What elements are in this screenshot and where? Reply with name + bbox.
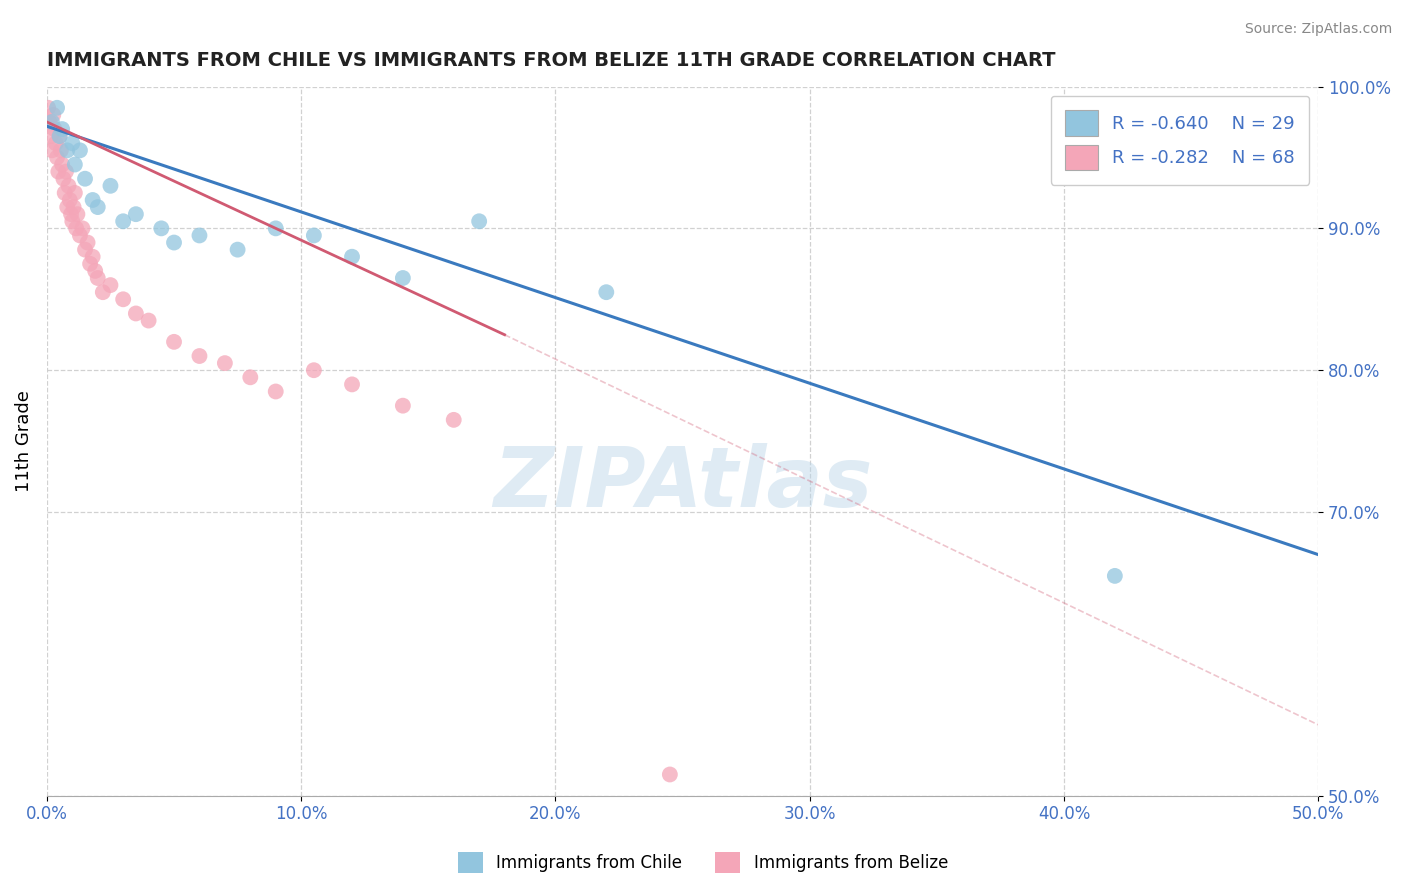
- Point: [49, 144, 72, 158]
- Point: [658, 767, 681, 781]
- Point: [150, 221, 173, 235]
- Point: [42, 108, 65, 122]
- Point: [163, 235, 186, 250]
- Point: [73, 243, 96, 257]
- Point: [91, 285, 114, 300]
- Point: [82, 250, 104, 264]
- Point: [82, 193, 104, 207]
- Point: [58, 178, 80, 193]
- Point: [84, 264, 107, 278]
- Text: IMMIGRANTS FROM CHILE VS IMMIGRANTS FROM BELIZE 11TH GRADE CORRELATION CHART: IMMIGRANTS FROM CHILE VS IMMIGRANTS FROM…: [46, 51, 1056, 70]
- Point: [51, 157, 73, 171]
- Point: [214, 356, 236, 370]
- Point: [125, 207, 148, 221]
- Point: [125, 306, 148, 320]
- Point: [302, 228, 325, 243]
- Point: [59, 193, 82, 207]
- Point: [112, 214, 135, 228]
- Point: [239, 370, 262, 384]
- Point: [66, 207, 89, 221]
- Point: [46, 164, 69, 178]
- Point: [100, 178, 122, 193]
- Text: Source: ZipAtlas.com: Source: ZipAtlas.com: [1244, 22, 1392, 37]
- Point: [69, 144, 91, 158]
- Point: [340, 377, 363, 392]
- Point: [52, 171, 75, 186]
- Legend: Immigrants from Chile, Immigrants from Belize: Immigrants from Chile, Immigrants from B…: [451, 846, 955, 880]
- Point: [60, 214, 83, 228]
- Point: [112, 293, 135, 307]
- Point: [62, 200, 84, 214]
- Point: [72, 221, 94, 235]
- Point: [60, 136, 83, 151]
- Point: [392, 271, 415, 285]
- Point: [264, 384, 287, 399]
- Point: [63, 157, 86, 171]
- Point: [65, 221, 87, 235]
- Point: [38, 115, 60, 129]
- Point: [188, 228, 211, 243]
- Point: [79, 257, 101, 271]
- Point: [392, 399, 415, 413]
- Point: [63, 186, 86, 200]
- Point: [1104, 569, 1126, 583]
- Point: [76, 235, 98, 250]
- Point: [188, 349, 211, 363]
- Point: [87, 271, 110, 285]
- Point: [60, 207, 83, 221]
- Point: [56, 200, 79, 214]
- Point: [226, 243, 249, 257]
- Point: [41, 115, 63, 129]
- Point: [51, 122, 73, 136]
- Point: [45, 136, 67, 151]
- Point: [340, 250, 363, 264]
- Point: [41, 144, 63, 158]
- Point: [302, 363, 325, 377]
- Point: [44, 122, 66, 136]
- Point: [443, 413, 465, 427]
- Legend: R = -0.640    N = 29, R = -0.282    N = 68: R = -0.640 N = 29, R = -0.282 N = 68: [1050, 95, 1309, 185]
- Point: [55, 164, 77, 178]
- Point: [46, 101, 69, 115]
- Point: [69, 228, 91, 243]
- Point: [468, 214, 491, 228]
- Point: [48, 129, 70, 144]
- Point: [163, 334, 186, 349]
- Point: [264, 221, 287, 235]
- Point: [53, 186, 76, 200]
- Point: [37, 101, 59, 115]
- Point: [73, 171, 96, 186]
- Text: ZIPAtlas: ZIPAtlas: [494, 443, 872, 524]
- Point: [39, 129, 62, 144]
- Point: [56, 144, 79, 158]
- Point: [138, 313, 160, 327]
- Point: [46, 150, 69, 164]
- Point: [595, 285, 617, 300]
- Point: [87, 200, 110, 214]
- Y-axis label: 11th Grade: 11th Grade: [15, 390, 32, 492]
- Point: [48, 129, 70, 144]
- Point: [100, 278, 122, 293]
